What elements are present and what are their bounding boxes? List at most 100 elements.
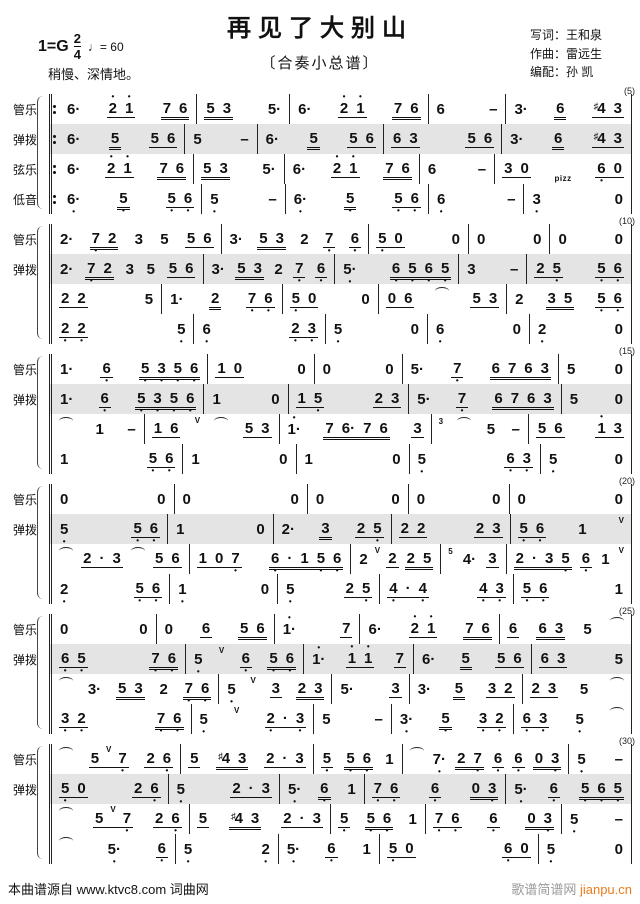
octave-dot-below: • [353,245,357,255]
note: 5 • [522,579,532,605]
octave-dot-below: • [156,405,159,415]
measure: 7· • 2 7 • 6 • 6 • 0 3 • [403,744,570,775]
note: 5 • [60,520,69,546]
beam-group: 5 • 3 • 5 • 6 • [135,391,197,414]
note: 3 • [522,449,531,475]
note: 5· • [286,840,301,866]
octave-dot-below: • [364,595,368,605]
octave-dot-below: • [553,765,557,775]
note: 1 [408,810,417,828]
octave-dot-below: • [572,826,576,836]
octave-dot-above: • [366,641,370,651]
instrument-label: 弹拨 [12,782,37,797]
note: 6 • [183,189,193,215]
note: 6 • [102,359,111,385]
measure: 5 • 2 · 3 [169,774,280,805]
measure: 5 6 1 • 3 [529,412,632,444]
note: 7 [159,159,168,177]
instrument-label: 管乐 [12,102,37,117]
staff-notes: 1· 6 • 5 • 3 • 5 • 6 • 1 0 1 5 • 2 3 5· 7 • 6 7 6 3 5 0 [49,384,632,414]
octave-dot-below: • [519,796,523,806]
note: 7 [363,419,372,437]
note: 6 • [410,189,419,215]
note: 1 [191,450,200,468]
note: 5 • [597,259,606,285]
beam-group: 3 • 2 • [476,711,506,734]
system: (20) 管乐 0 0 0 0 0 0 0 0 0 0 弹拨 5 • 5 • 6 • 1 0 2· 3 2 5 • 2 2 2 3 5 • 6 •… [6,476,635,605]
note: 4 • [389,579,398,605]
tie-arc [457,417,472,425]
note: 0 [520,839,529,857]
octave-dot-below: • [196,666,200,676]
measure: 1– [52,414,145,444]
beam-group: 6 [554,101,567,121]
note: 5 • [322,749,332,775]
beam-group: 5 [108,129,122,151]
beam-group: 4 • · 4 • [387,579,429,605]
note: 5 [160,230,169,248]
repeat-dots [53,104,56,114]
instrument-label: 管乐 [12,232,37,247]
note: 6· [341,419,356,437]
note: 6 • [581,549,591,575]
beam-group: 6 • [98,391,111,414]
note: 6 [185,259,194,277]
staff-notes: 2 2 5 1· 2 7 • 6 • 5 • 0 0 0 6 5 3 2 3 5 5 • 6 • [49,284,632,314]
note: 6 • [157,839,166,865]
note: 7 • [453,359,462,385]
note: 2 [406,549,415,567]
note: 6 • [391,259,401,285]
note: 2 • [537,320,547,346]
note: 6 [201,619,211,637]
note: · [299,809,305,827]
note: 3 [557,649,566,667]
note: 5 [349,129,358,147]
beam-group: 7 • 6 • [432,811,462,834]
note: ♯4 [218,749,231,767]
note: 5 [259,229,268,247]
measure: 5 • 5 • 6 • [52,514,169,546]
tuplet-number: 5 [448,546,453,556]
note: 7 [465,619,474,637]
note: 6 [379,419,388,437]
measure: 5 • – [569,744,632,775]
note: 3 [409,129,418,147]
instrument-label: 弹拨 [12,392,37,407]
note: 5 [110,129,120,147]
note: 5 • [613,779,623,805]
note: 3 [391,679,400,697]
octave-dot-below: • [509,465,512,475]
site-link[interactable]: jianpu.cn [579,882,632,897]
octave-dot-below: • [174,825,177,835]
note: 3 [467,260,476,278]
score: (5) 管乐 6· 2 • 1 • 7 6 5 3 5· 6· 2 • 1 • 7 6 6–3· 6 ♯4 3 弹拨 6· 5 5 6… [6,86,635,866]
beam-group: 1 • 1 • [345,642,375,668]
note: 6 • [535,519,545,545]
measure: 7 • 6 • 6 • 0 3 • [426,804,563,834]
note: 5 • [194,650,203,676]
note: 5 [193,130,202,148]
measure: 6· 5 5 6 [414,644,532,674]
beam-group: 5 V 7 • [88,745,129,774]
octave-dot-below: • [411,275,414,285]
note: 6 [404,289,413,307]
tie-arc [59,417,73,425]
octave-dot-below: • [103,405,107,415]
staff-row: 弹拨 5 • 5 • 6 • 1 0 2· 3 2 5 • 2 2 2 3 5 • 6 • 1 V [6,514,632,546]
octave-dot-below: • [481,595,485,605]
note: 0 [520,159,529,177]
staff-notes: 6· • 5 • 5 • 6 • 5 • –6· • 5 • 5 • 6 • 6 • –3 • 0 [49,184,632,215]
octave-dot-above: • [292,412,296,422]
note: 0 [527,809,536,827]
measure: 6 • 3 • 5 • [514,704,633,735]
octave-dot-below: • [455,375,459,385]
note: 5 • [167,189,176,215]
page-footer: 本曲谱源自 www.ktvc8.com 词曲网 歌谱简谱网 jianpu.cn [0,879,640,898]
instrument-label: 低音 [12,192,37,207]
note: 6 • [522,709,531,735]
note: 7 [395,649,405,667]
